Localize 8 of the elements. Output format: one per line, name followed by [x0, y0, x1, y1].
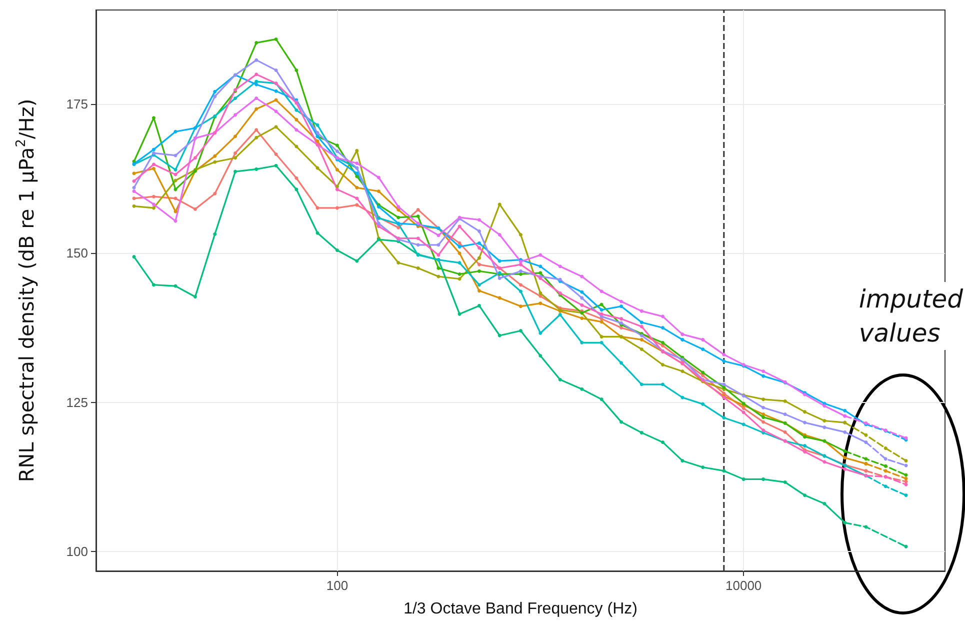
x-tick-label: 10000 [726, 578, 762, 593]
annotation: imputed values [858, 284, 964, 348]
y-axis-title: RNL spectral density (dB re 1 μPa2/Hz) [14, 98, 38, 482]
y-tick-label: 100 [66, 544, 88, 559]
y-tick-label: 150 [66, 246, 88, 261]
x-axis-title: 1/3 Octave Band Frequency (Hz) [404, 600, 638, 618]
y-tick-label: 125 [66, 394, 88, 410]
y-tick-label: 175 [66, 96, 88, 112]
